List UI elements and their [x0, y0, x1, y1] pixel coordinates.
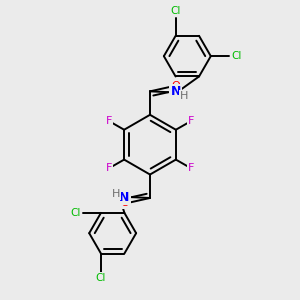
Text: H: H [180, 91, 188, 100]
Text: N: N [170, 85, 181, 98]
Text: F: F [106, 116, 112, 126]
Text: H: H [112, 189, 120, 199]
Text: Cl: Cl [96, 273, 106, 283]
Text: O: O [120, 198, 129, 208]
Text: Cl: Cl [231, 51, 242, 61]
Text: F: F [188, 116, 194, 126]
Text: F: F [188, 163, 194, 173]
Text: Cl: Cl [170, 6, 181, 16]
Text: N: N [119, 191, 130, 204]
Text: Cl: Cl [70, 208, 80, 218]
Text: F: F [106, 163, 112, 173]
Text: O: O [171, 81, 180, 91]
